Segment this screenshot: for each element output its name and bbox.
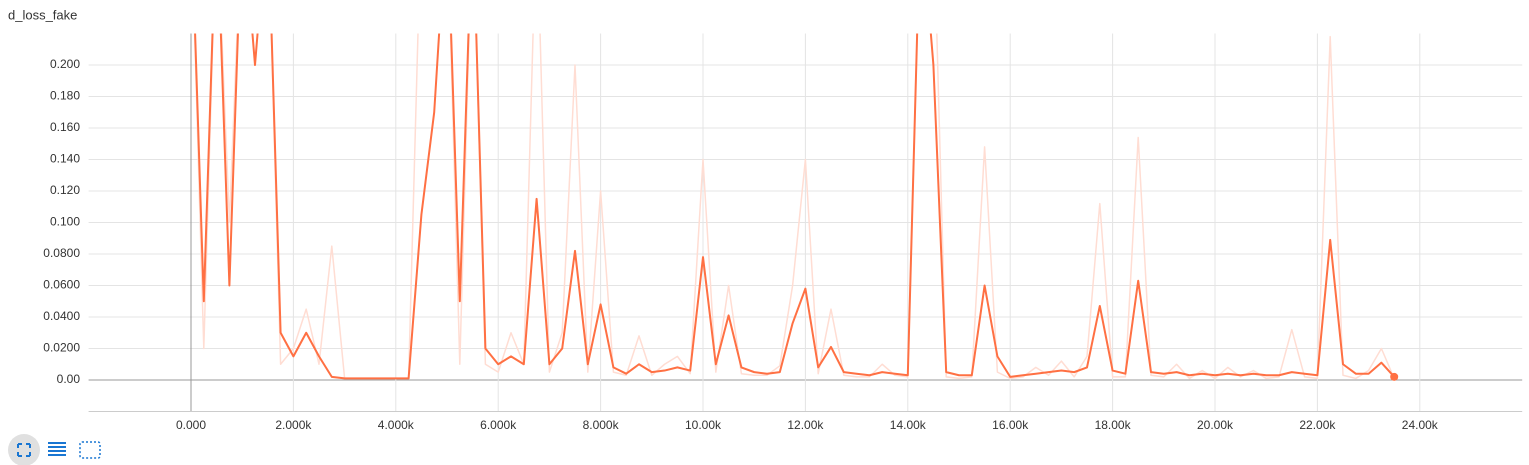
- x-tick-label: 14.00k: [890, 418, 927, 432]
- x-tick-label: 4.000k: [378, 418, 415, 432]
- fit-domain-icon[interactable]: [79, 441, 101, 459]
- y-tick-label: 0.160: [50, 120, 80, 134]
- y-tick-label: 0.0400: [43, 309, 80, 323]
- toolbar[interactable]: [8, 434, 101, 465]
- y-tick-label: 0.120: [50, 183, 80, 197]
- x-tick-label: 6.000k: [480, 418, 517, 432]
- grid: [88, 33, 1523, 412]
- x-tick-label: 2.000k: [275, 418, 312, 432]
- chart-title: d_loss_fake: [8, 7, 77, 22]
- y-tick-label: 0.0800: [43, 246, 80, 260]
- series-line: [194, 33, 1395, 380]
- y-tick-label: 0.100: [50, 215, 80, 229]
- x-tick-label: 8.000k: [583, 418, 620, 432]
- expand-icon[interactable]: [17, 443, 31, 457]
- x-tick-label: 24.00k: [1402, 418, 1439, 432]
- expand-button-bg[interactable]: [8, 434, 40, 465]
- x-tick-label: 0.000: [176, 418, 206, 432]
- last-point: [1390, 372, 1399, 381]
- x-tick-label: 18.00k: [1095, 418, 1132, 432]
- log-scale-icon[interactable]: [48, 442, 66, 456]
- y-tick-label: 0.140: [50, 152, 80, 166]
- x-tick-label: 16.00k: [992, 418, 1029, 432]
- y-tick-label: 0.0600: [43, 278, 80, 292]
- x-tick-label: 20.00k: [1197, 418, 1234, 432]
- x-tick-label: 12.00k: [787, 418, 824, 432]
- x-tick-label: 10.00k: [685, 418, 722, 432]
- plot-area: [193, 33, 1399, 381]
- y-tick-label: 0.180: [50, 89, 80, 103]
- y-tick-label: 0.0200: [43, 341, 80, 355]
- y-tick-label: 0.00: [57, 372, 81, 386]
- y-tick-label: 0.200: [50, 57, 80, 71]
- x-tick-label: 22.00k: [1299, 418, 1336, 432]
